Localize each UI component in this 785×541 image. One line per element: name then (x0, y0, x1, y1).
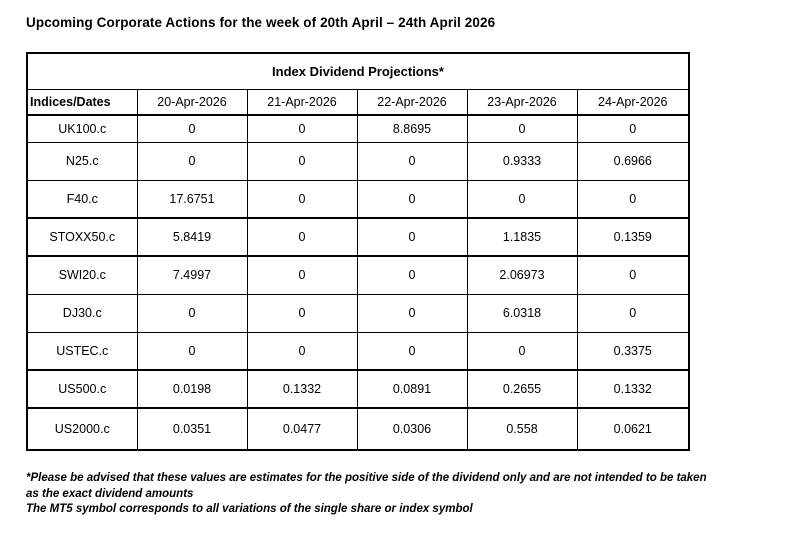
dividend-value-cell: 0 (246, 141, 358, 181)
page: Upcoming Corporate Actions for the week … (26, 15, 716, 518)
dividend-value-cell: 0.1359 (576, 217, 690, 257)
dividend-projections-table: Index Dividend Projections* Indices/Date… (26, 52, 691, 451)
dividend-value-cell: 0 (356, 331, 468, 371)
dividend-value-cell: 0 (246, 331, 358, 371)
dividend-value-cell: 0.1332 (576, 369, 690, 409)
table-row: STOXX50.c 5.8419 0 0 1.1835 0.1359 (26, 217, 690, 257)
table-caption-row: Index Dividend Projections* (26, 52, 690, 90)
dividend-value-cell: 0 (246, 179, 358, 219)
table-row: N25.c 0 0 0 0.9333 0.6966 (26, 141, 690, 181)
dividend-value-cell: 0 (246, 217, 358, 257)
dividend-value-cell: 0.1332 (246, 369, 358, 409)
table-caption: Index Dividend Projections* (26, 52, 690, 90)
dividend-value-cell: 0 (136, 114, 248, 143)
index-symbol-cell: SWI20.c (26, 255, 138, 295)
dividend-value-cell: 6.0318 (466, 293, 578, 333)
dividend-value-cell: 0.0198 (136, 369, 248, 409)
dividend-value-cell: 0.0351 (136, 407, 248, 451)
column-header-date: 23-Apr-2026 (466, 88, 578, 116)
dividend-value-cell: 0.6966 (576, 141, 690, 181)
dividend-value-cell: 17.6751 (136, 179, 248, 219)
dividend-value-cell: 0 (466, 331, 578, 371)
dividend-value-cell: 0.3375 (576, 331, 690, 371)
dividend-value-cell: 0 (246, 293, 358, 333)
column-header-date: 22-Apr-2026 (356, 88, 468, 116)
dividend-value-cell: 0.0891 (356, 369, 468, 409)
footnotes: *Please be advised that these values are… (26, 471, 716, 518)
dividend-value-cell: 0 (576, 293, 690, 333)
table-row: UK100.c 0 0 8.8695 0 0 (26, 114, 690, 143)
dividend-value-cell: 0 (466, 114, 578, 143)
index-symbol-cell: UK100.c (26, 114, 138, 143)
dividend-value-cell: 0.0621 (576, 407, 690, 451)
dividend-value-cell: 2.06973 (466, 255, 578, 295)
dividend-value-cell: 7.4997 (136, 255, 248, 295)
dividend-value-cell: 0 (576, 179, 690, 219)
column-header-date: 20-Apr-2026 (136, 88, 248, 116)
column-header-date: 24-Apr-2026 (576, 88, 690, 116)
dividend-value-cell: 1.1835 (466, 217, 578, 257)
column-header-indices-dates: Indices/Dates (26, 88, 138, 116)
dividend-value-cell: 0.9333 (466, 141, 578, 181)
index-symbol-cell: US2000.c (26, 407, 138, 451)
footnote-mt5-symbol: The MT5 symbol corresponds to all variat… (26, 503, 473, 515)
dividend-value-cell: 0 (356, 141, 468, 181)
column-header-date: 21-Apr-2026 (246, 88, 358, 116)
table-row: DJ30.c 0 0 0 6.0318 0 (26, 293, 690, 333)
dividend-value-cell: 0 (136, 141, 248, 181)
index-symbol-cell: US500.c (26, 369, 138, 409)
dividend-value-cell: 0 (576, 114, 690, 143)
index-symbol-cell: N25.c (26, 141, 138, 181)
page-title: Upcoming Corporate Actions for the week … (26, 15, 496, 30)
dividend-value-cell: 0 (246, 114, 358, 143)
dividend-value-cell: 0 (356, 255, 468, 295)
dividend-value-cell: 5.8419 (136, 217, 248, 257)
dividend-value-cell: 0 (466, 179, 578, 219)
dividend-value-cell: 0 (356, 217, 468, 257)
table-row: SWI20.c 7.4997 0 0 2.06973 0 (26, 255, 690, 295)
dividend-value-cell: 0 (356, 293, 468, 333)
dividend-value-cell: 0 (576, 255, 690, 295)
dividend-value-cell: 8.8695 (356, 114, 468, 143)
dividend-value-cell: 0 (136, 331, 248, 371)
table-row: US2000.c 0.0351 0.0477 0.0306 0.558 0.0621 (26, 407, 690, 451)
index-symbol-cell: STOXX50.c (26, 217, 138, 257)
table-row: US500.c 0.0198 0.1332 0.0891 0.2655 0.1332 (26, 369, 690, 409)
table-header-row: Indices/Dates 20-Apr-2026 21-Apr-2026 22-A… (26, 88, 690, 116)
footnote-disclaimer: *Please be advised that these values are… (26, 472, 707, 500)
index-symbol-cell: DJ30.c (26, 293, 138, 333)
index-symbol-cell: F40.c (26, 179, 138, 219)
dividend-value-cell: 0.558 (466, 407, 578, 451)
dividend-value-cell: 0 (356, 179, 468, 219)
dividend-value-cell: 0.0306 (356, 407, 468, 451)
dividend-value-cell: 0.0477 (246, 407, 358, 451)
dividend-value-cell: 0.2655 (466, 369, 578, 409)
table-row: F40.c 17.6751 0 0 0 0 (26, 179, 690, 219)
dividend-value-cell: 0 (246, 255, 358, 295)
dividend-value-cell: 0 (136, 293, 248, 333)
index-symbol-cell: USTEC.c (26, 331, 138, 371)
table-row: USTEC.c 0 0 0 0 0.3375 (26, 331, 690, 371)
